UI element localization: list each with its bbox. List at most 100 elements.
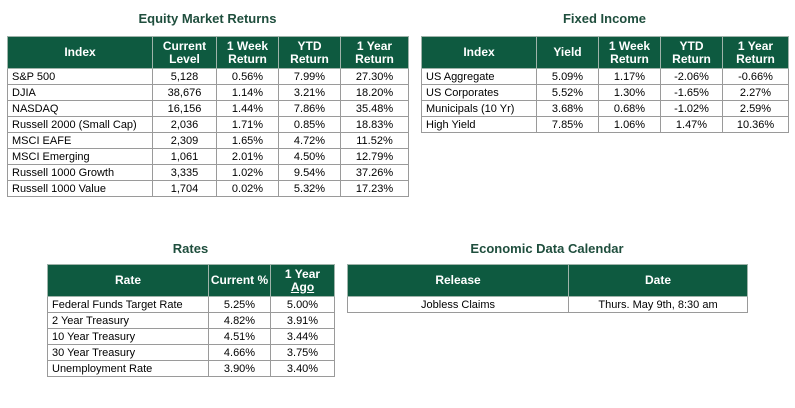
row-label: 2 Year Treasury bbox=[47, 312, 209, 329]
table-row: 30 Year Treasury 4.66% 3.75% bbox=[47, 344, 335, 361]
current-level-cell: 2,036 bbox=[152, 116, 217, 133]
table-row: NASDAQ 16,156 1.44% 7.86% 35.48% bbox=[7, 100, 409, 117]
row-label: US Corporates bbox=[421, 84, 537, 101]
year-return-cell: 18.20% bbox=[340, 84, 409, 101]
week-return-cell: 1.06% bbox=[598, 116, 661, 133]
col-header-ytd-return: YTD Return bbox=[660, 36, 723, 69]
year-ago-rate-cell: 3.40% bbox=[270, 360, 335, 377]
week-return-cell: 0.68% bbox=[598, 100, 661, 117]
year-return-cell: 10.36% bbox=[722, 116, 789, 133]
col-header-rate: Rate bbox=[47, 264, 209, 297]
calendar-header-row: Release Date bbox=[347, 264, 748, 297]
table-row: US Aggregate 5.09% 1.17% -2.06% -0.66% bbox=[421, 68, 789, 85]
ytd-return-cell: 7.99% bbox=[278, 68, 341, 85]
equity-title: Equity Market Returns bbox=[138, 11, 277, 26]
table-row: S&P 500 5,128 0.56% 7.99% 27.30% bbox=[7, 68, 409, 85]
table-row: 10 Year Treasury 4.51% 3.44% bbox=[47, 328, 335, 345]
current-level-cell: 1,061 bbox=[152, 148, 217, 165]
row-label: MSCI Emerging bbox=[7, 148, 153, 165]
col-header-1-week-return: 1 Week Return bbox=[598, 36, 661, 69]
year-return-cell: 12.79% bbox=[340, 148, 409, 165]
year-return-cell: 37.26% bbox=[340, 164, 409, 181]
week-return-cell: 1.44% bbox=[216, 100, 279, 117]
ytd-return-cell: 7.86% bbox=[278, 100, 341, 117]
rates-header-row: Rate Current % 1 Year Ago bbox=[47, 264, 335, 297]
table-row: US Corporates 5.52% 1.30% -1.65% 2.27% bbox=[421, 84, 789, 101]
ytd-return-cell: -1.02% bbox=[660, 100, 723, 117]
table-row: Municipals (10 Yr) 3.68% 0.68% -1.02% 2.… bbox=[421, 100, 789, 117]
current-level-cell: 38,676 bbox=[152, 84, 217, 101]
row-label: US Aggregate bbox=[421, 68, 537, 85]
ytd-return-cell: 3.21% bbox=[278, 84, 341, 101]
col-header-1-year-label: 1 Year bbox=[284, 266, 321, 281]
rates-title: Rates bbox=[172, 241, 209, 256]
equity-header-row: Index Current Level 1 Week Return YTD Re… bbox=[7, 36, 409, 69]
ytd-return-cell: -1.65% bbox=[660, 84, 723, 101]
row-label: Russell 1000 Growth bbox=[7, 164, 153, 181]
ytd-return-cell: -2.06% bbox=[660, 68, 723, 85]
table-row: DJIA 38,676 1.14% 3.21% 18.20% bbox=[7, 84, 409, 101]
year-return-cell: 17.23% bbox=[340, 180, 409, 197]
current-rate-cell: 4.66% bbox=[208, 344, 271, 361]
table-row: MSCI EAFE 2,309 1.65% 4.72% 11.52% bbox=[7, 132, 409, 149]
row-label: Russell 2000 (Small Cap) bbox=[7, 116, 153, 133]
year-ago-rate-cell: 3.91% bbox=[270, 312, 335, 329]
yield-cell: 3.68% bbox=[536, 100, 599, 117]
row-label: NASDAQ bbox=[7, 100, 153, 117]
col-header-release: Release bbox=[347, 264, 569, 297]
year-return-cell: 2.27% bbox=[722, 84, 789, 101]
table-row: 2 Year Treasury 4.82% 3.91% bbox=[47, 312, 335, 329]
date-cell: Thurs. May 9th, 8:30 am bbox=[568, 296, 748, 313]
equity-table: Index Current Level 1 Week Return YTD Re… bbox=[7, 36, 409, 197]
col-header-1-week-return: 1 Week Return bbox=[216, 36, 279, 69]
ytd-return-cell: 4.50% bbox=[278, 148, 341, 165]
week-return-cell: 1.65% bbox=[216, 132, 279, 149]
week-return-cell: 1.14% bbox=[216, 84, 279, 101]
col-header-1-year-ago: 1 Year Ago bbox=[270, 264, 335, 297]
row-label: Federal Funds Target Rate bbox=[47, 296, 209, 313]
calendar-table: Release Date Jobless Claims Thurs. May 9… bbox=[347, 264, 748, 313]
table-row: Jobless Claims Thurs. May 9th, 8:30 am bbox=[347, 296, 748, 313]
fixed-income-table: Index Yield 1 Week Return YTD Return 1 Y… bbox=[421, 36, 789, 133]
current-level-cell: 16,156 bbox=[152, 100, 217, 117]
row-label: Unemployment Rate bbox=[47, 360, 209, 377]
table-row: Russell 2000 (Small Cap) 2,036 1.71% 0.8… bbox=[7, 116, 409, 133]
yield-cell: 5.09% bbox=[536, 68, 599, 85]
col-header-index: Index bbox=[7, 36, 153, 69]
row-label: S&P 500 bbox=[7, 68, 153, 85]
col-header-1-year-return: 1 Year Return bbox=[340, 36, 409, 69]
week-return-cell: 1.02% bbox=[216, 164, 279, 181]
current-rate-cell: 4.82% bbox=[208, 312, 271, 329]
col-header-yield: Yield bbox=[536, 36, 599, 69]
current-rate-cell: 3.90% bbox=[208, 360, 271, 377]
row-label: 10 Year Treasury bbox=[47, 328, 209, 345]
row-label: 30 Year Treasury bbox=[47, 344, 209, 361]
year-return-cell: 2.59% bbox=[722, 100, 789, 117]
table-row: MSCI Emerging 1,061 2.01% 4.50% 12.79% bbox=[7, 148, 409, 165]
ytd-return-cell: 5.32% bbox=[278, 180, 341, 197]
release-cell: Jobless Claims bbox=[347, 296, 569, 313]
col-header-current-level: Current Level bbox=[152, 36, 217, 69]
year-return-cell: 35.48% bbox=[340, 100, 409, 117]
col-header-date: Date bbox=[568, 264, 748, 297]
table-row: High Yield 7.85% 1.06% 1.47% 10.36% bbox=[421, 116, 789, 133]
row-label: DJIA bbox=[7, 84, 153, 101]
current-level-cell: 3,335 bbox=[152, 164, 217, 181]
table-row: Unemployment Rate 3.90% 3.40% bbox=[47, 360, 335, 377]
current-rate-cell: 4.51% bbox=[208, 328, 271, 345]
year-ago-rate-cell: 5.00% bbox=[270, 296, 335, 313]
year-return-cell: 11.52% bbox=[340, 132, 409, 149]
week-return-cell: 1.17% bbox=[598, 68, 661, 85]
ytd-return-cell: 1.47% bbox=[660, 116, 723, 133]
current-level-cell: 1,704 bbox=[152, 180, 217, 197]
year-return-cell: -0.66% bbox=[722, 68, 789, 85]
current-rate-cell: 5.25% bbox=[208, 296, 271, 313]
table-row: Russell 1000 Growth 3,335 1.02% 9.54% 37… bbox=[7, 164, 409, 181]
year-ago-rate-cell: 3.75% bbox=[270, 344, 335, 361]
col-header-1-year-return: 1 Year Return bbox=[722, 36, 789, 69]
col-header-ago-label: Ago bbox=[290, 279, 315, 294]
table-row: Federal Funds Target Rate 5.25% 5.00% bbox=[47, 296, 335, 313]
row-label: High Yield bbox=[421, 116, 537, 133]
ytd-return-cell: 0.85% bbox=[278, 116, 341, 133]
ytd-return-cell: 9.54% bbox=[278, 164, 341, 181]
